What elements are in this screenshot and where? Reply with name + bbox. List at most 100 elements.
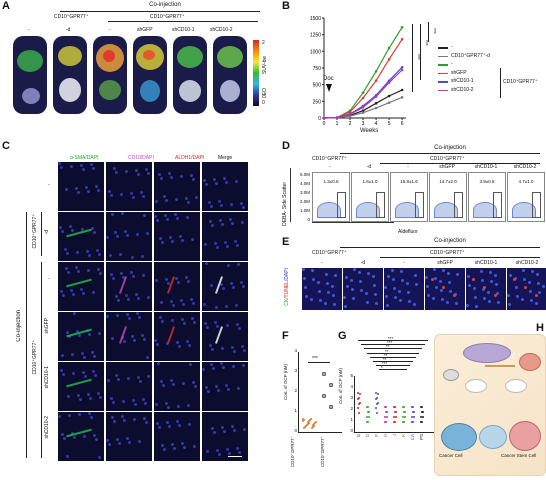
panel-f-dot-group1 — [310, 418, 312, 420]
nucleus-dot — [324, 302, 327, 305]
nucleus-dot — [78, 413, 81, 416]
signal-streak — [166, 276, 176, 294]
row-label-5: shCD10-1 — [44, 366, 50, 389]
panel-g-yticks: 0 1 2 3 4 5 — [346, 373, 354, 434]
nucleus-dot — [93, 355, 96, 358]
legend-bracket-label: CD10⁺GPR77⁺ — [503, 79, 538, 85]
legend-label: shCD10-1 — [451, 78, 474, 84]
nucleus-dot — [82, 371, 85, 374]
panel-label-h: H — [536, 322, 544, 334]
nucleus-dot — [212, 367, 215, 370]
header-aldh1: ALDH1/DAPI — [175, 155, 205, 161]
panel-g-dot — [413, 416, 415, 418]
nucleus-dot — [366, 301, 369, 304]
panel-f-yaxis — [298, 352, 299, 432]
micrograph-image — [202, 312, 248, 361]
panel-f-dot-group1 — [303, 427, 305, 429]
nucleus-dot — [160, 301, 163, 304]
nucleus-dot — [162, 384, 165, 387]
nucleus-dot — [303, 277, 306, 280]
nucleus-dot — [161, 444, 164, 447]
nucleus-dot — [60, 166, 63, 169]
nucleus-dot — [122, 400, 125, 403]
panel-f-dot-group1 — [309, 419, 311, 421]
facs-ytick: 1.0M — [299, 208, 310, 213]
nucleus-dot — [147, 172, 150, 175]
panel-f-ylabel: Con. of OCP (nM) — [283, 364, 288, 400]
nucleus-dot — [114, 231, 117, 234]
nucleus-dot — [222, 366, 225, 369]
nucleus-dot — [163, 195, 166, 198]
nucleus-dot — [161, 320, 164, 323]
nucleus-dot — [343, 296, 346, 299]
nucleus-dot — [358, 271, 361, 274]
legend-swatch — [438, 55, 448, 57]
micrograph-image — [202, 162, 248, 211]
nucleus-dot — [165, 402, 168, 405]
facs-y-arrow — [290, 168, 291, 222]
facs-gate — [376, 192, 385, 218]
nucleus-dot — [176, 420, 179, 423]
nucleus-dot — [481, 279, 484, 282]
nucleus-dot — [227, 388, 230, 391]
facs-col-label: shCD10-2 — [513, 164, 537, 170]
nucleus-dot — [117, 378, 120, 381]
nucleus-dot — [128, 441, 131, 444]
sig-mark: *** — [388, 336, 394, 341]
nucleus-dot — [85, 186, 88, 189]
nucleus-dot — [145, 421, 148, 424]
series-2-point — [387, 101, 391, 104]
nucleus-dot — [87, 269, 90, 272]
micrograph-image — [154, 412, 200, 461]
nucleus-dot — [221, 426, 224, 429]
nucleus-dot — [189, 363, 192, 366]
nucleus-dot — [193, 445, 196, 448]
nucleus-dot — [187, 201, 190, 204]
micrograph-image — [154, 362, 200, 411]
nucleus-dot — [236, 244, 239, 247]
tunel-col-label: shCD10-2 — [515, 260, 539, 266]
panel-label-f: F — [282, 330, 289, 342]
nucleus-dot — [203, 303, 206, 306]
legend-item: shCD10-2 — [438, 87, 543, 95]
nucleus-dot — [226, 324, 229, 327]
panel-g-category: PS — [419, 434, 424, 441]
sig-mark-3: *** — [430, 28, 436, 34]
panel-g-ylabel: Con. of OCP (nM) — [338, 368, 343, 404]
facs-percent: 1.3±0.6 — [323, 179, 339, 184]
tunel-positive-dot — [472, 278, 475, 281]
series-6-point — [348, 113, 352, 116]
nucleus-dot — [97, 392, 100, 395]
nucleus-dot — [158, 426, 161, 429]
pathway-node-2 — [505, 379, 527, 393]
nucleus-dot — [95, 185, 98, 188]
nucleus-dot — [237, 263, 240, 266]
nucleus-dot — [210, 284, 213, 287]
panel-g-dot — [422, 411, 424, 413]
panel-d-coinjection-line — [340, 153, 540, 154]
nucleus-dot — [126, 234, 129, 237]
nucleus-dot — [63, 437, 66, 440]
facs-col-label: - — [407, 164, 409, 170]
nucleus-dot — [188, 344, 191, 347]
sig-line — [373, 361, 413, 362]
nucleus-dot — [62, 294, 65, 297]
x-tick-label: 6 — [401, 121, 404, 127]
nucleus-dot — [77, 270, 80, 273]
sig-line — [358, 340, 428, 341]
panel-f-dot-group1 — [313, 425, 315, 427]
x-tick-label: 0 — [323, 121, 326, 127]
panel-g-dot — [375, 392, 377, 394]
nucleus-dot — [407, 291, 410, 294]
nucleus-dot — [88, 412, 91, 415]
tunel-positive-dot — [513, 278, 516, 281]
nucleus-dot — [242, 364, 245, 367]
panel-g-dot — [394, 406, 396, 408]
nucleus-dot — [220, 283, 223, 286]
nucleus-dot — [204, 243, 207, 246]
signal-streak — [166, 326, 176, 344]
panel-g-category: K — [401, 434, 406, 438]
nucleus-dot — [81, 352, 84, 355]
panel-a-col-1: - — [28, 27, 30, 33]
nucleus-dot — [173, 447, 176, 450]
